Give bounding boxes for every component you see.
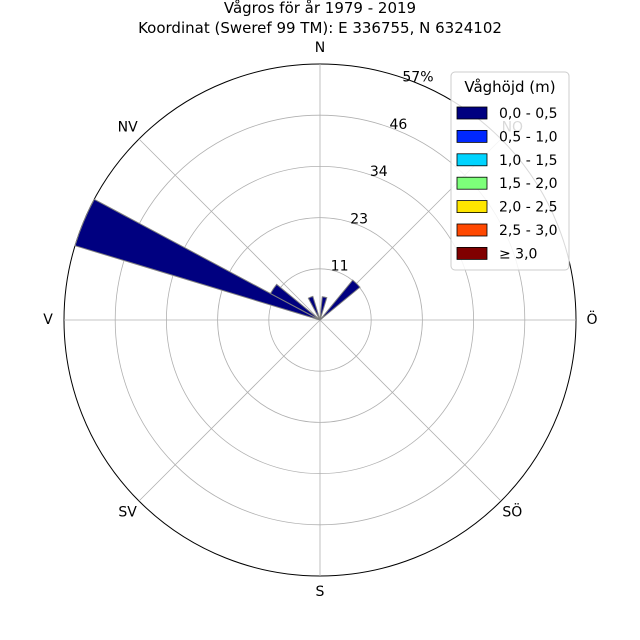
direction-label: SV [118,504,137,520]
radial-tick-labels: 11 23 34 46 57% [331,69,434,274]
grid-spoke [138,319,321,502]
legend-swatch [456,246,488,260]
radial-tick-label: 57% [402,69,433,85]
legend-label: 0,5 - 1,0 [499,129,557,145]
legend-swatch [456,223,488,237]
direction-label: S [316,584,325,600]
rose-sector-bar [269,283,321,321]
legend-swatch [456,129,488,143]
legend-label: 0,0 - 0,5 [499,106,557,122]
legend-title: Våghöjd (m) [464,78,555,96]
legend-swatch [456,153,488,167]
legend-box [450,71,570,271]
legend-swatch [456,176,488,190]
rose-sector-bar [74,198,321,321]
direction-label: SÖ [502,502,522,520]
rose-sector-bar [319,296,328,321]
rose-sector-bar [319,279,361,321]
grid-spoke [138,138,321,321]
legend-swatch [456,200,488,214]
legend-label: 2,5 - 3,0 [499,223,557,239]
rose-sectors [74,198,361,321]
radial-tick-label: 23 [350,211,368,227]
direction-label: N [315,40,325,56]
legend-label: 2,0 - 2,5 [499,200,557,216]
direction-label: V [43,312,53,328]
legend: Våghöjd (m) 0,0 - 0,5 0,5 - 1,0 1,0 - 1,5 1,… [450,71,570,271]
grid-spoke [319,319,502,502]
chart-title: Vågros för år 1979 - 2019 [224,0,416,17]
radial-tick-label: 34 [370,164,388,180]
polar-grid [63,63,577,577]
legend-label: ≥ 3,0 [499,246,537,262]
rose-sector-bar [307,295,321,321]
direction-label: Ö [586,310,597,328]
chart-subtitle: Koordinat (Sweref 99 TM): E 336755, N 63… [138,19,502,37]
legend-label: 1,5 - 2,0 [499,176,557,192]
direction-label: NV [118,120,138,136]
legend-label: 1,0 - 1,5 [499,153,557,169]
radial-tick-label: 46 [389,117,407,133]
radial-tick-label: 11 [331,259,349,275]
legend-swatch [456,106,488,120]
